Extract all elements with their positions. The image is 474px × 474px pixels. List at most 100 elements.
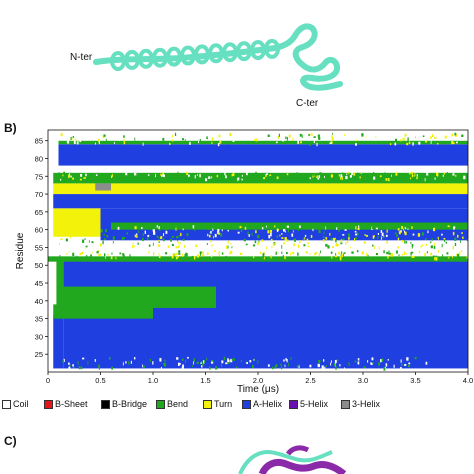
structure-speckle: [443, 237, 446, 240]
structure-speckle: [185, 252, 187, 255]
structure-speckle: [68, 174, 70, 178]
structure-speckle: [152, 242, 154, 246]
structure-speckle: [136, 135, 139, 138]
structure-speckle: [350, 137, 353, 140]
structure-speckle: [400, 366, 402, 369]
structure-speckle: [452, 246, 454, 250]
helix-turn: [208, 43, 224, 64]
protein-cartoon-a: [93, 23, 343, 91]
structure-speckle: [210, 240, 212, 243]
structure-speckle: [221, 252, 224, 255]
structure-speckle: [365, 135, 367, 139]
structure-speckle: [372, 244, 374, 247]
structure-speckle: [441, 243, 443, 248]
structure-speckle: [386, 251, 389, 255]
structure-speckle: [182, 253, 184, 257]
structure-speckle: [59, 243, 61, 245]
structure-speckle: [281, 245, 283, 249]
structure-speckle: [353, 172, 356, 176]
structure-speckle: [340, 177, 342, 180]
structure-speckle: [212, 228, 214, 232]
x-tick-label: 4.0: [463, 376, 473, 385]
structure-speckle: [393, 364, 395, 368]
structure-speckle: [393, 175, 395, 179]
structure-speckle: [175, 236, 179, 239]
structure-speckle: [179, 242, 181, 245]
structure-speckle: [356, 232, 359, 236]
structure-speckle: [299, 133, 302, 137]
structure-speckle: [206, 243, 209, 245]
structure-speckle: [258, 240, 260, 243]
structure-speckle: [189, 141, 191, 145]
structure-speckle: [236, 177, 238, 182]
structure-speckle: [310, 234, 313, 238]
structure-speckle: [420, 245, 423, 248]
structure-speckle: [325, 237, 328, 240]
legend-swatch: [2, 400, 11, 409]
structure-speckle: [227, 142, 229, 145]
structure-speckle: [425, 361, 428, 365]
structure-speckle: [172, 139, 174, 142]
structure-speckle: [442, 174, 444, 177]
structure-speckle: [71, 137, 73, 142]
x-tick-label: 2.0: [253, 376, 263, 385]
structure-speckle: [432, 255, 435, 259]
structure-speckle: [453, 226, 455, 230]
structure-speckle: [241, 174, 243, 177]
structure-speckle: [193, 358, 195, 362]
structure-speckle: [129, 254, 131, 257]
structure-speckle: [267, 230, 270, 234]
y-tick-label: 40: [35, 297, 43, 306]
structure-speckle: [211, 244, 213, 247]
structure-speckle: [325, 226, 327, 230]
structure-speckle: [269, 174, 272, 177]
structure-speckle: [172, 253, 174, 256]
structure-speckle: [103, 134, 106, 137]
x-tick-label: 1.5: [200, 376, 210, 385]
structure-speckle: [441, 233, 443, 236]
structure-speckle: [302, 237, 304, 241]
structure-speckle: [177, 255, 179, 258]
structure-speckle: [78, 366, 81, 370]
structure-speckle: [261, 239, 264, 242]
structure-speckle: [345, 241, 347, 245]
structure-speckle: [338, 251, 341, 255]
structure-speckle: [69, 365, 71, 369]
structure-speckle: [335, 366, 337, 370]
structure-speckle: [108, 357, 111, 360]
structure-speckle: [282, 255, 284, 259]
structure-speckle: [87, 361, 89, 365]
legend-label: B-Bridge: [112, 399, 148, 409]
structure-speckle: [342, 172, 344, 176]
structure-speckle: [288, 134, 291, 138]
structure-speckle: [273, 137, 276, 141]
structure-speckle: [380, 230, 383, 233]
structure-speckle: [171, 243, 174, 246]
structure-speckle: [347, 171, 350, 175]
structure-speckle: [337, 244, 339, 247]
structure-speckle: [128, 363, 130, 366]
structure-speckle: [336, 227, 338, 230]
structure-speckle: [317, 177, 320, 180]
structure-speckle: [94, 359, 96, 362]
structure-speckle: [224, 172, 226, 176]
structure-speckle: [70, 142, 72, 146]
structure-speckle: [230, 359, 233, 363]
structure-speckle: [370, 176, 372, 179]
structure-speckle: [298, 364, 300, 366]
structure-speckle: [297, 252, 299, 256]
structure-speckle: [104, 256, 106, 259]
structure-speckle: [85, 255, 88, 258]
structure-speckle: [158, 253, 160, 255]
structure-speckle: [246, 362, 249, 365]
structure-speckle: [427, 230, 429, 234]
structure-speckle: [123, 237, 126, 240]
structure-speckle: [159, 358, 162, 362]
structure-speckle: [355, 233, 358, 236]
structure-speckle: [373, 172, 375, 174]
structure-speckle: [375, 227, 378, 230]
structure-speckle: [128, 178, 131, 181]
structure-speckle: [122, 253, 125, 256]
structure-speckle: [340, 241, 343, 245]
structure-speckle: [218, 134, 221, 138]
